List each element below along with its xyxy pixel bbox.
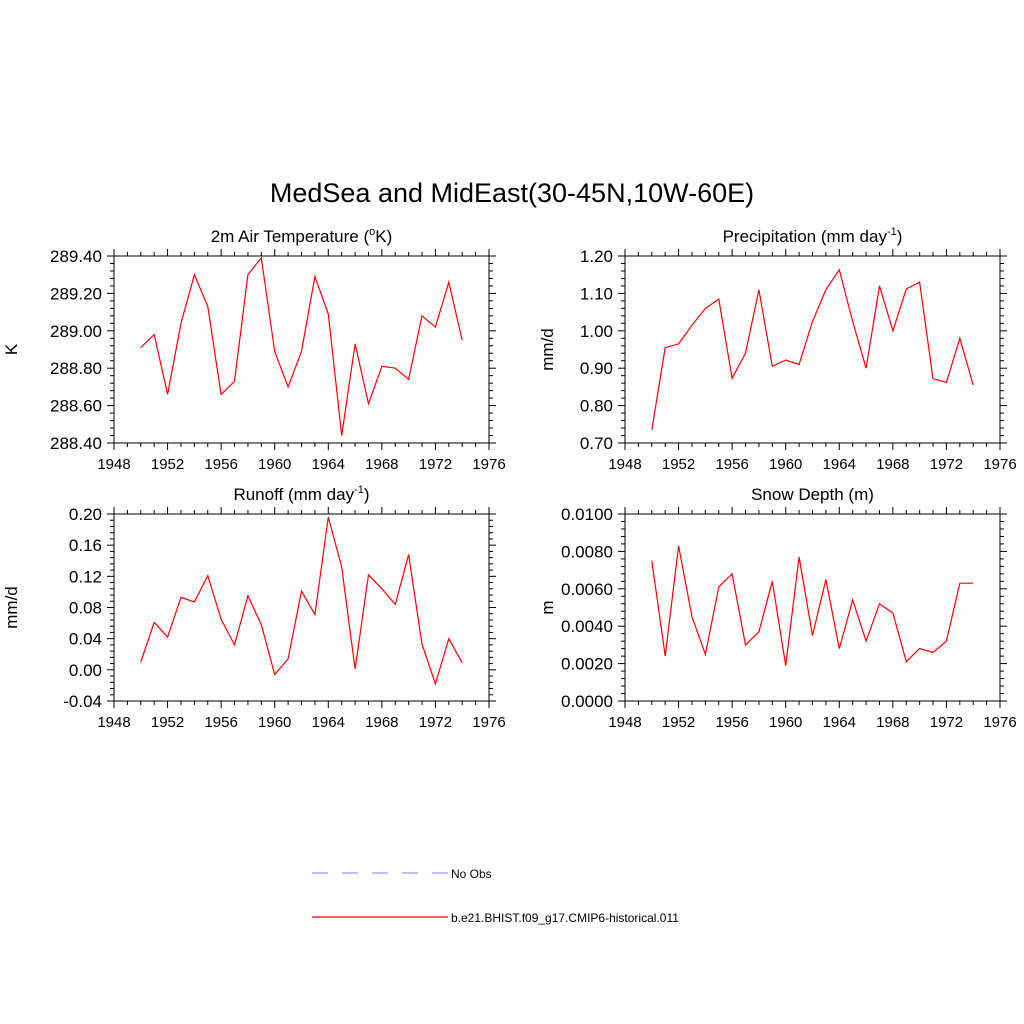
x-tick-label: 1948: [97, 456, 130, 473]
y-tick-label: 0.00: [69, 661, 102, 680]
series-line: [140, 256, 463, 436]
x-tick-label: 1960: [769, 714, 802, 731]
x-tick-label: 1952: [151, 714, 184, 731]
y-tick-label: 0.0100: [561, 505, 613, 524]
x-tick-label: 1976: [983, 714, 1016, 731]
y-tick-label: 289.20: [50, 284, 102, 303]
y-tick-label: -0.04: [63, 692, 102, 711]
plot-frame: [624, 255, 1001, 444]
y-tick-label: 0.90: [580, 359, 613, 378]
x-tick-label: 1948: [608, 456, 641, 473]
chart-panel: 1948 1952 1956 1960 1964 1968 1972 1976 0.0000 0.…: [538, 485, 1017, 731]
panel-title: Snow Depth (m): [751, 485, 874, 504]
y-tick-label: 1.20: [580, 247, 613, 266]
panel-title-suffix: ): [897, 227, 903, 246]
y-tick-label: 0.80: [580, 397, 613, 416]
x-tick-label: 1964: [312, 456, 345, 473]
x-tick-label: 1956: [715, 456, 748, 473]
y-tick-label: 1.10: [580, 284, 613, 303]
panel-title-suffix: ): [364, 485, 370, 504]
legend-label: b.e21.BHIST.f09_g17.CMIP6-historical.011: [451, 911, 679, 925]
x-tick-label: 1964: [312, 714, 345, 731]
panel-title: Precipitation (mm day-1): [723, 226, 903, 246]
panel-title-main: Runoff (mm day: [233, 485, 354, 504]
x-tick-label: 1948: [97, 714, 130, 731]
chart-panel: 1948 1952 1956 1960 1964 1968 1972 1976 288.40 28…: [2, 226, 506, 473]
y-axis-label: mm/d: [2, 586, 21, 629]
panel-title-superscript: -1: [887, 226, 897, 238]
x-tick-label: 1952: [662, 456, 695, 473]
legend-label: No Obs: [451, 867, 492, 881]
y-tick-label: 289.00: [50, 322, 102, 341]
x-tick-label: 1976: [983, 456, 1016, 473]
x-tick-label: 1968: [876, 456, 909, 473]
x-tick-label: 1968: [365, 456, 398, 473]
y-tick-label: 0.0080: [561, 542, 613, 561]
panel-title-superscript: -1: [354, 484, 364, 496]
y-tick-label: 0.08: [69, 599, 102, 618]
y-axis-label: mm/d: [538, 328, 557, 371]
y-tick-label: 0.0040: [561, 617, 613, 636]
y-tick-label: 288.60: [50, 397, 102, 416]
y-tick-label: 0.0060: [561, 580, 613, 599]
y-tick-label: 0.0020: [561, 655, 613, 674]
x-tick-label: 1964: [823, 456, 856, 473]
y-tick-label: 0.20: [69, 505, 102, 524]
x-tick-label: 1972: [419, 714, 452, 731]
x-tick-label: 1952: [151, 456, 184, 473]
x-tick-label: 1956: [715, 714, 748, 731]
tick-marks: [618, 249, 1007, 450]
x-tick-label: 1960: [258, 456, 291, 473]
panel-title: Runoff (mm day-1): [233, 484, 369, 504]
plot-frame: [624, 513, 1001, 702]
y-tick-label: 0.12: [69, 567, 102, 586]
panel-title-main: 2m Air Temperature (: [211, 227, 370, 246]
x-tick-label: 1972: [930, 714, 963, 731]
y-tick-label: 0.70: [580, 434, 613, 453]
panels: 1948 1952 1956 1960 1964 1968 1972 1976 288.40 28…: [2, 226, 1017, 731]
tick-marks: [107, 249, 496, 450]
legend: No Obs b.e21.BHIST.f09_g17.CMIP6-historic…: [312, 867, 679, 925]
x-tick-label: 1968: [876, 714, 909, 731]
y-tick-label: 0.16: [69, 536, 102, 555]
series-line: [651, 268, 974, 430]
panel-title: 2m Air Temperature (oK): [211, 226, 393, 246]
x-tick-label: 1960: [769, 456, 802, 473]
x-tick-label: 1956: [204, 456, 237, 473]
panel-title-superscript: o: [369, 226, 375, 238]
x-tick-label: 1972: [419, 456, 452, 473]
chart-panel: 1948 1952 1956 1960 1964 1968 1972 1976 -0.04 0.0…: [2, 484, 506, 731]
y-tick-label: 1.00: [580, 322, 613, 341]
chart-panel: 1948 1952 1956 1960 1964 1968 1972 1976 0.70 0.80…: [538, 226, 1017, 473]
series-line: [651, 545, 974, 666]
y-tick-label: 0.0000: [561, 692, 613, 711]
plot-frame: [113, 513, 490, 702]
x-tick-label: 1976: [472, 456, 505, 473]
y-tick-label: 288.40: [50, 434, 102, 453]
tick-marks: [107, 507, 496, 708]
y-axis-label: m: [538, 600, 557, 614]
y-axis-label: K: [2, 343, 21, 355]
x-tick-label: 1976: [472, 714, 505, 731]
x-tick-label: 1956: [204, 714, 237, 731]
panel-title-main: Precipitation (mm day: [723, 227, 888, 246]
y-tick-label: 0.04: [69, 630, 102, 649]
x-tick-label: 1972: [930, 456, 963, 473]
x-tick-label: 1960: [258, 714, 291, 731]
x-tick-label: 1968: [365, 714, 398, 731]
x-tick-label: 1964: [823, 714, 856, 731]
series-line: [140, 516, 463, 686]
x-tick-label: 1948: [608, 714, 641, 731]
y-tick-label: 289.40: [50, 247, 102, 266]
tick-marks: [618, 507, 1007, 708]
figure-title: MedSea and MidEast(30-45N,10W-60E): [270, 178, 754, 208]
panel-title-main: Snow Depth (m): [751, 485, 874, 504]
panel-title-suffix: K): [375, 227, 392, 246]
y-tick-label: 288.80: [50, 359, 102, 378]
x-tick-label: 1952: [662, 714, 695, 731]
